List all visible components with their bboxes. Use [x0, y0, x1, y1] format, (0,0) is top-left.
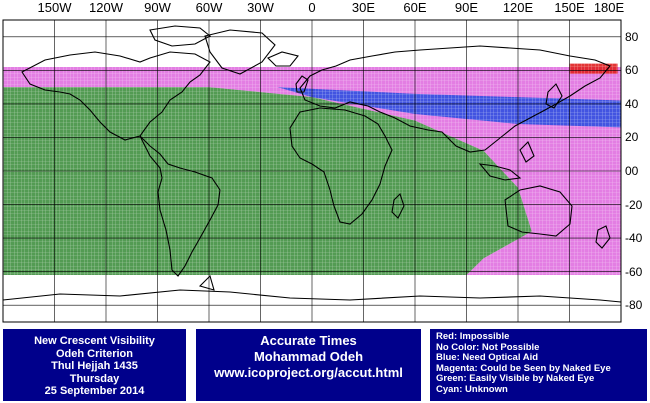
legend-panel: Red: Impossible No Color: Not Possible B…	[430, 329, 647, 401]
zone-red-texture	[569, 63, 618, 74]
africa-outline	[289, 107, 393, 225]
panel-left-line-5: 25 September 2014	[44, 385, 145, 397]
legend-magenta: Magenta: Could be Seen by Naked Eye	[436, 362, 611, 374]
antarctic-peninsula-outline	[198, 274, 215, 291]
legend-green: Green: Easily Visible by Naked Eye	[436, 373, 595, 385]
south-america-outline	[139, 135, 221, 277]
longitude-label: 0	[308, 0, 316, 15]
legend-blue: Blue: Need Optical Aid	[436, 352, 539, 364]
latitude-label: 40	[625, 96, 639, 111]
longitude-label: 60E	[403, 0, 427, 15]
iceland-outline	[267, 51, 299, 67]
arctic-islands-outline	[149, 25, 211, 47]
panel-left-line-1: New Crescent Visibility	[34, 335, 155, 347]
latitude-label: 20	[625, 130, 639, 145]
longitude-label: 30E	[351, 0, 376, 15]
latitude-label: -20	[625, 197, 643, 212]
legend-no-color: No Color: Not Possible	[436, 341, 540, 353]
latitude-label: 80	[625, 29, 639, 44]
info-panel-credits: Accurate Times Mohammad Odeh www.icoproj…	[196, 329, 421, 401]
longitude-label: 90W	[144, 0, 171, 15]
british-isles-outline	[295, 75, 309, 93]
legend-red: Red: Impossible	[436, 331, 510, 342]
latitude-label: -60	[625, 264, 643, 279]
panel-left-line-4: Thursday	[69, 372, 120, 385]
longitude-label: 150W	[37, 0, 72, 15]
info-panel-date: New Crescent Visibility Odeh Criterion T…	[3, 329, 186, 401]
philippines-outline	[519, 141, 535, 163]
panel-mid-line-3: www.icoproject.org/accut.html	[214, 365, 403, 380]
legend-cyan: Cyan: Unknown	[436, 383, 508, 395]
coastlines	[3, 25, 621, 303]
longitude-label: 120W	[89, 0, 123, 15]
panel-left-line-2: Odeh Criterion	[55, 347, 133, 360]
longitude-label: 120E	[502, 0, 534, 15]
panel-left-line-3: Thul Hejjah 1435	[51, 360, 138, 372]
longitude-label: 150E	[554, 0, 585, 15]
map-border	[2, 19, 622, 323]
world-map-canvas	[2, 19, 622, 323]
graticule	[3, 20, 621, 322]
latitude-label: -40	[625, 231, 643, 246]
latitude-label: 00	[625, 164, 639, 178]
longitude-label: 90E	[454, 0, 479, 15]
longitude-label: 30W	[247, 0, 274, 15]
latitude-label: -80	[625, 298, 643, 313]
panel-mid-line-1: Accurate Times	[260, 333, 357, 348]
eurasia-outline	[299, 45, 611, 153]
latitude-label: 60	[625, 63, 639, 78]
panel-mid-line-2: Mohammad Odeh	[253, 349, 364, 364]
greenland-outline	[204, 29, 276, 75]
antarctica-outline	[3, 289, 621, 303]
longitude-label: 180E	[593, 0, 625, 15]
zone-green-texture	[3, 87, 532, 276]
japan-outline	[545, 83, 563, 109]
visibility-map: 150W 120W 90W 60W 30W 0 30E 60E 90E 120E 150E 180E …	[2, 0, 643, 323]
longitude-label: 60W	[195, 0, 223, 15]
new-zealand-outline	[595, 225, 611, 249]
north-america-outline	[21, 51, 211, 141]
madagascar-outline	[391, 192, 405, 219]
indonesia-outline	[478, 163, 522, 181]
australia-outline	[504, 185, 573, 237]
